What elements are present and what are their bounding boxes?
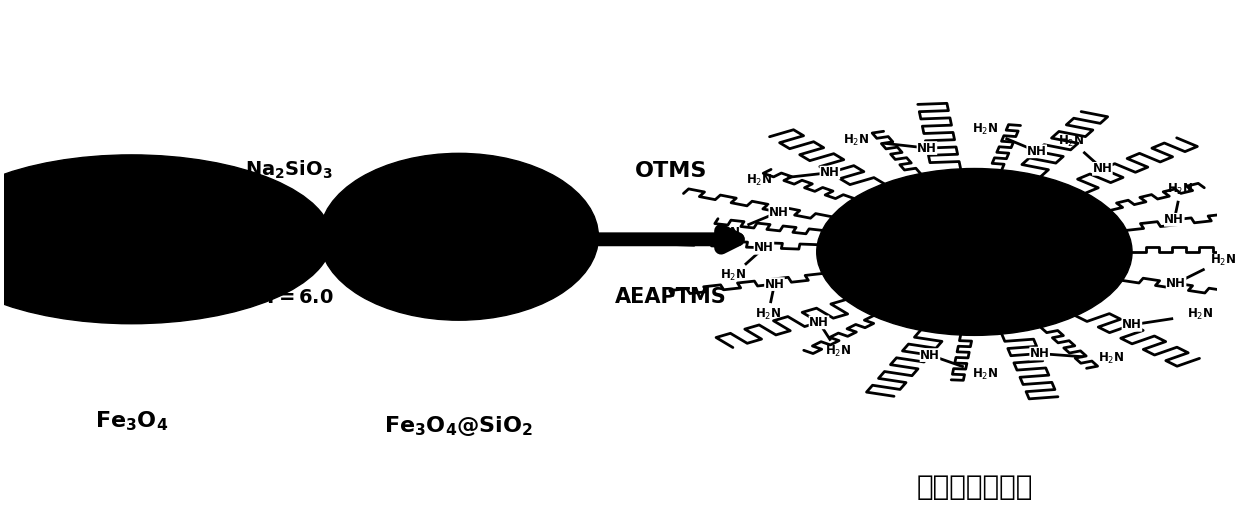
Text: $\mathbf{pH=6.0}$: $\mathbf{pH=6.0}$ — [244, 287, 335, 309]
Ellipse shape — [817, 169, 1132, 335]
Text: H$_2$N: H$_2$N — [1058, 134, 1085, 149]
Ellipse shape — [320, 153, 598, 320]
Text: NH: NH — [1166, 277, 1186, 290]
Text: NH: NH — [1093, 162, 1113, 175]
Text: NH: NH — [1165, 213, 1184, 226]
Text: H$_2$N: H$_2$N — [755, 307, 782, 322]
Text: NH: NH — [820, 166, 840, 179]
Text: NH: NH — [921, 348, 940, 362]
Text: NH: NH — [1027, 145, 1047, 158]
Text: NH: NH — [769, 206, 789, 218]
Text: H$_2$N: H$_2$N — [973, 122, 999, 137]
Text: NH: NH — [809, 316, 829, 329]
Text: NH: NH — [1123, 318, 1142, 332]
Text: H$_2$N: H$_2$N — [973, 367, 999, 382]
Text: H$_2$N: H$_2$N — [844, 133, 870, 148]
Text: NH: NH — [755, 241, 774, 254]
Text: H$_2$N: H$_2$N — [825, 344, 851, 359]
Text: NH: NH — [1030, 347, 1049, 360]
Text: $\mathbf{Na_2SiO_3}$: $\mathbf{Na_2SiO_3}$ — [245, 159, 333, 181]
Text: H$_2$N: H$_2$N — [1098, 351, 1125, 366]
Text: H$_2$N: H$_2$N — [1209, 252, 1237, 267]
Text: NH: NH — [764, 278, 784, 290]
Text: OTMS: OTMS — [636, 161, 707, 181]
Text: NH: NH — [917, 141, 937, 155]
Text: H$_2$N: H$_2$N — [714, 226, 741, 241]
Text: H$_2$N: H$_2$N — [720, 268, 746, 283]
Text: H$_2$N: H$_2$N — [1167, 182, 1194, 197]
Ellipse shape — [0, 155, 332, 324]
Text: H$_2$N: H$_2$N — [746, 173, 773, 188]
Text: 磁性纳米破乻剂: 磁性纳米破乻剂 — [916, 473, 1032, 501]
Text: H$_2$N: H$_2$N — [1187, 307, 1213, 322]
Text: $\mathbf{Fe_3O_4@SiO_2}$: $\mathbf{Fe_3O_4@SiO_2}$ — [384, 414, 534, 438]
Text: $\mathbf{Fe_3O_4}$: $\mathbf{Fe_3O_4}$ — [95, 410, 169, 433]
Text: AEAPTMS: AEAPTMS — [616, 287, 727, 307]
